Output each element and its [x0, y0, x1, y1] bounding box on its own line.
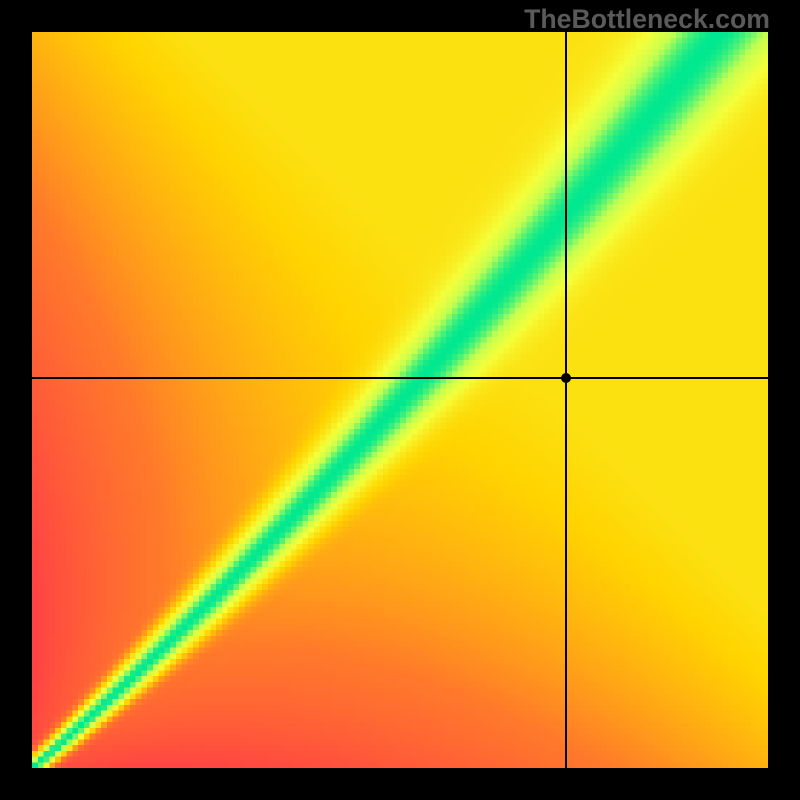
- crosshair-vertical: [565, 32, 567, 768]
- chart-container: TheBottleneck.com: [0, 0, 800, 800]
- crosshair-horizontal: [32, 377, 768, 379]
- crosshair-marker: [561, 373, 571, 383]
- bottleneck-heatmap: [32, 32, 768, 768]
- watermark-text: TheBottleneck.com: [524, 4, 770, 35]
